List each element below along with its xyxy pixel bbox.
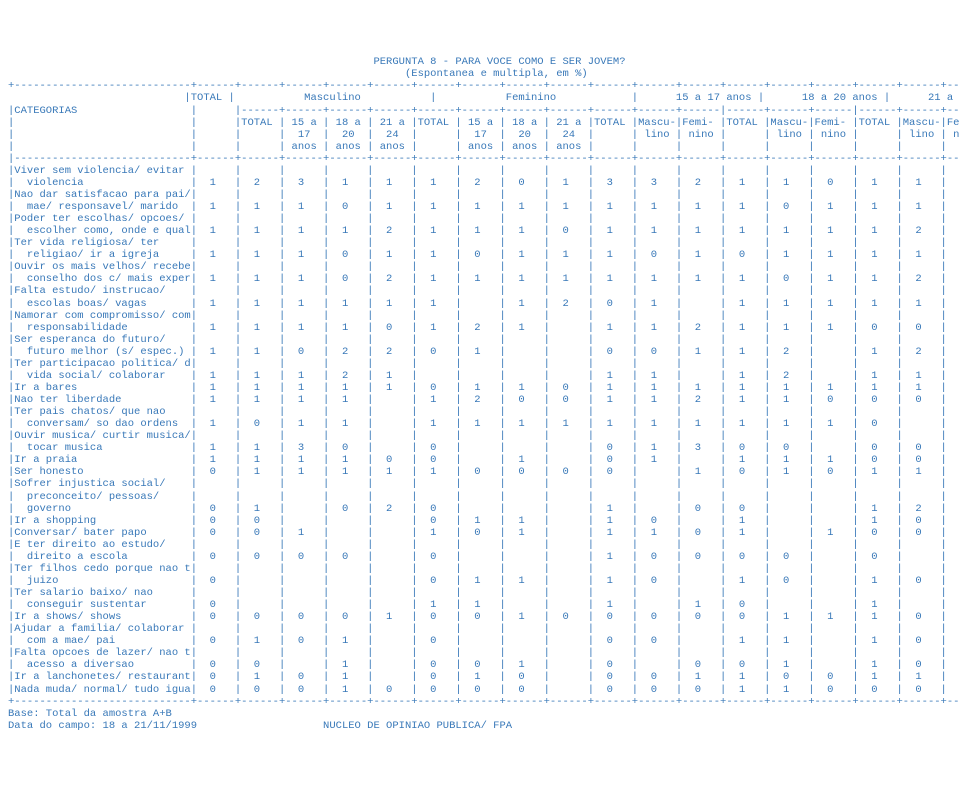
output-pre: PERGUNTA 8 - PARA VOCE COMO E SER JOVEM?… [8, 56, 952, 732]
